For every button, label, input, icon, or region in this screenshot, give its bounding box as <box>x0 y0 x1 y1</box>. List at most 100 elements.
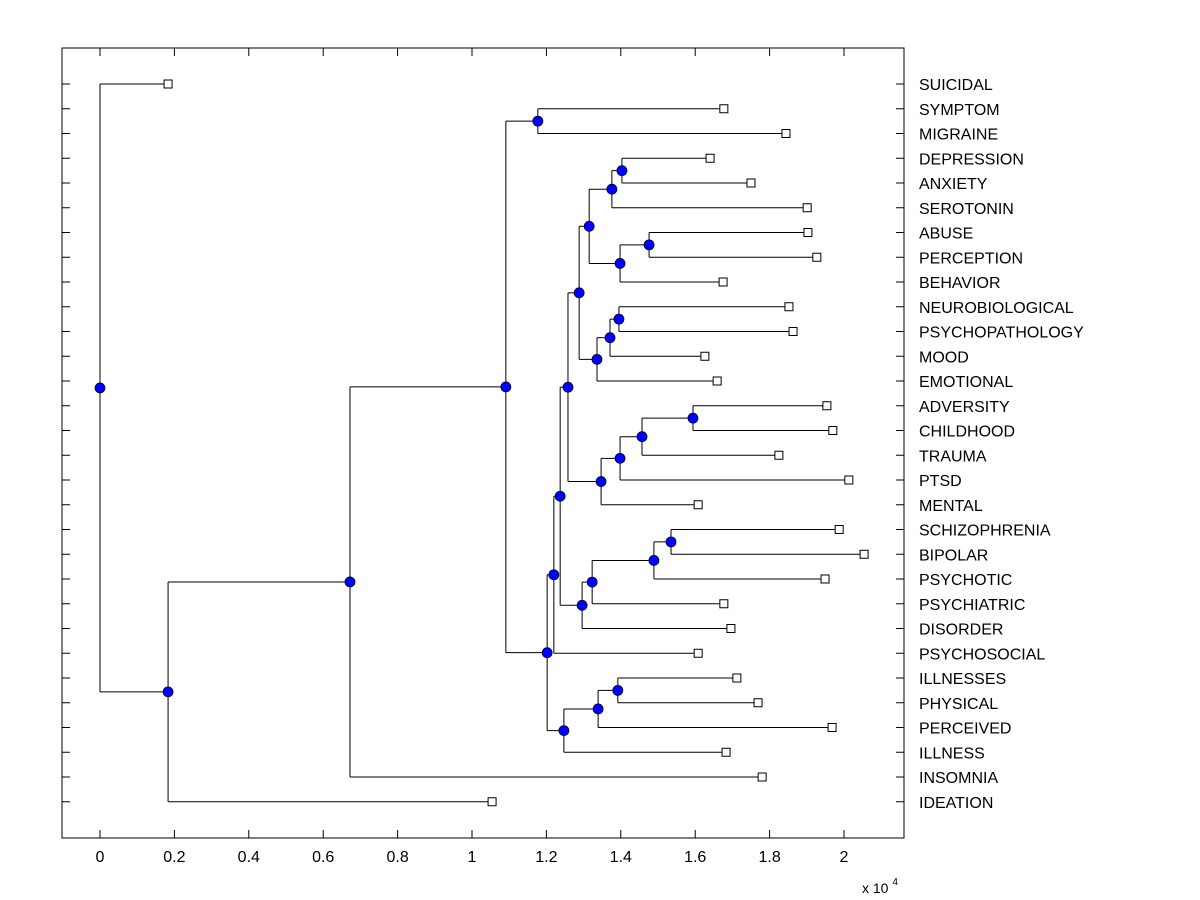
cluster-node-marker <box>162 686 174 698</box>
cluster-node-marker <box>613 313 625 325</box>
leaf-marker <box>732 673 742 683</box>
leaf-label: PSYCHIATRIC <box>919 597 1025 614</box>
cluster-node-marker <box>612 684 624 696</box>
leaf-marker <box>828 426 838 435</box>
leaf-marker <box>719 104 729 114</box>
node-markers <box>94 115 699 736</box>
leaf-marker <box>802 203 812 213</box>
leaf-label: IDEATION <box>919 795 993 812</box>
leaf-label: PHYSICAL <box>919 696 998 713</box>
leaf-label: BEHAVIOR <box>919 275 1001 292</box>
leaf-label: ABUSE <box>919 226 973 243</box>
leaf-marker <box>774 450 784 460</box>
leaf-marker <box>718 277 728 287</box>
leaf-label: DISORDER <box>919 622 1003 639</box>
leaf-label: PTSD <box>919 473 962 490</box>
leaf-label: ILLNESS <box>919 745 985 762</box>
leaf-label: ILLNESSES <box>919 671 1006 688</box>
leaf-label: SUICIDAL <box>919 77 993 94</box>
plot-frame <box>61 47 905 839</box>
leaf-label: PSYCHOTIC <box>919 572 1012 589</box>
x-tick-label: 1.6 <box>684 849 706 866</box>
cluster-node-marker <box>532 115 544 127</box>
x-tick-label: 0.2 <box>163 849 185 866</box>
leaf-marker <box>700 351 710 361</box>
cluster-node-marker <box>643 239 655 251</box>
x-tick-label: 0.6 <box>312 849 334 866</box>
leaf-label: NEUROBIOLOGICAL <box>919 300 1074 317</box>
cluster-node-marker <box>548 569 560 581</box>
cluster-node-marker <box>592 703 604 715</box>
x-axis-multiplier-base: x 10 <box>862 880 889 896</box>
leaf-label: INSOMNIA <box>919 770 998 787</box>
x-tick-label: 0 <box>96 849 105 866</box>
leaf-marker <box>726 624 736 633</box>
leaf-marker <box>784 302 794 312</box>
leaf-label: CHILDHOOD <box>919 424 1015 441</box>
cluster-node-marker <box>541 647 553 659</box>
cluster-node-marker <box>586 576 598 588</box>
leaf-label: PSYCHOSOCIAL <box>919 646 1045 663</box>
x-tick-label: 0.4 <box>238 849 260 866</box>
leaf-label: MOOD <box>919 349 969 366</box>
cluster-node-marker <box>648 555 660 566</box>
cluster-node-marker <box>500 381 512 393</box>
leaf-marker <box>859 549 869 559</box>
cluster-node-marker <box>606 183 618 195</box>
cluster-node-marker <box>614 452 626 464</box>
leaf-label: MENTAL <box>919 498 983 515</box>
leaf-label: MIGRAINE <box>919 127 998 144</box>
leaf-label: DEPRESSION <box>919 151 1024 168</box>
leaf-label: ADVERSITY <box>919 399 1010 416</box>
leaf-labels: SUICIDAL SYMPTOM MIGRAINE DEPRESSION ANXIETY… <box>919 77 1084 812</box>
leaf-marker <box>487 797 497 807</box>
leaf-label: BIPOLAR <box>919 547 988 564</box>
leaf-label: PERCEPTION <box>919 250 1023 267</box>
leaf-marker <box>746 178 756 188</box>
leaf-marker <box>803 228 813 237</box>
leaf-label: TRAUMA <box>919 448 987 465</box>
leaf-label: SCHIZOPHRENIA <box>919 523 1051 540</box>
leaf-marker <box>757 772 767 782</box>
x-tick-label: 0.8 <box>386 849 408 866</box>
cluster-node-marker <box>562 381 574 393</box>
cluster-node-marker <box>616 165 628 177</box>
y-axis-ticks <box>62 83 904 803</box>
cluster-node-marker <box>94 382 106 394</box>
leaf-marker <box>812 252 822 262</box>
cluster-node-marker <box>595 476 607 487</box>
leaf-label: SEROTONIN <box>919 201 1014 218</box>
x-tick-label: 1.2 <box>535 849 557 866</box>
leaf-marker <box>163 79 173 89</box>
leaf-marker <box>712 376 722 386</box>
cluster-node-marker <box>576 599 588 611</box>
cluster-node-marker <box>665 536 677 548</box>
leaf-marker <box>721 747 731 757</box>
x-axis-tick-labels: 0 0.2 0.4 0.6 0.8 1 1.2 1.4 1.6 1.8 2 <box>96 849 849 866</box>
leaf-markers <box>163 79 869 807</box>
cluster-node-marker <box>558 725 570 736</box>
leaf-marker <box>820 574 830 584</box>
cluster-node-marker <box>604 332 616 344</box>
x-tick-label: 1 <box>468 849 477 866</box>
cluster-node-marker <box>614 258 626 269</box>
cluster-node-marker <box>344 576 356 588</box>
leaf-marker <box>753 698 763 708</box>
leaf-marker <box>693 648 703 658</box>
leaf-marker <box>705 153 715 163</box>
leaf-marker <box>788 327 798 336</box>
cluster-node-marker <box>554 490 566 502</box>
cluster-node-marker <box>583 220 595 232</box>
cluster-node-marker <box>687 412 699 424</box>
leaf-marker <box>822 401 832 411</box>
x-axis-multiplier: x 10 4 <box>862 877 898 896</box>
leaf-marker <box>693 500 703 510</box>
x-tick-label: 1.8 <box>758 849 780 866</box>
leaf-label: PERCEIVED <box>919 721 1011 738</box>
x-tick-label: 1.4 <box>610 849 632 866</box>
x-axis-ticks <box>99 48 845 838</box>
dendrogram-links <box>99 83 865 803</box>
leaf-marker <box>781 129 791 138</box>
leaf-label: PSYCHOPATHOLOGY <box>919 325 1084 342</box>
